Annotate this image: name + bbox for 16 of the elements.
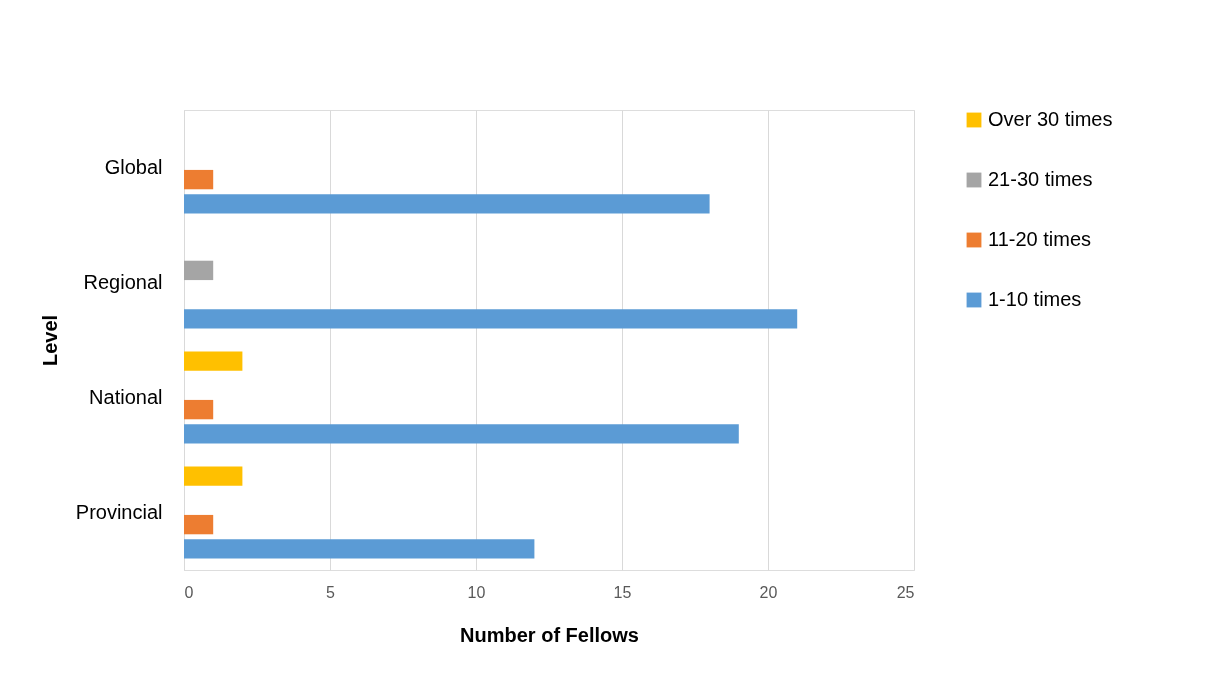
x-tick-label: 10 — [467, 583, 486, 601]
y-tick-label: Regional — [83, 270, 163, 293]
x-axis-title: Number of Fellows — [460, 623, 639, 646]
y-tick-label: Provincial — [75, 500, 163, 523]
y-tick-label: Global — [104, 155, 163, 178]
legend-label: 11-20 times — [988, 228, 1092, 250]
legend-label: 1-10 times — [988, 288, 1082, 310]
x-tick-label: 20 — [759, 583, 778, 601]
y-tick-label: National — [89, 385, 163, 408]
legend-label: 21-30 times — [988, 168, 1093, 190]
x-tick-label: 15 — [613, 583, 632, 601]
x-tick-label: 5 — [326, 583, 336, 601]
y-axis-title: Level — [38, 314, 61, 367]
legend-label: Over 30 times — [988, 108, 1113, 130]
x-tick-label: 25 — [896, 583, 915, 601]
x-tick-label: 0 — [184, 583, 194, 601]
